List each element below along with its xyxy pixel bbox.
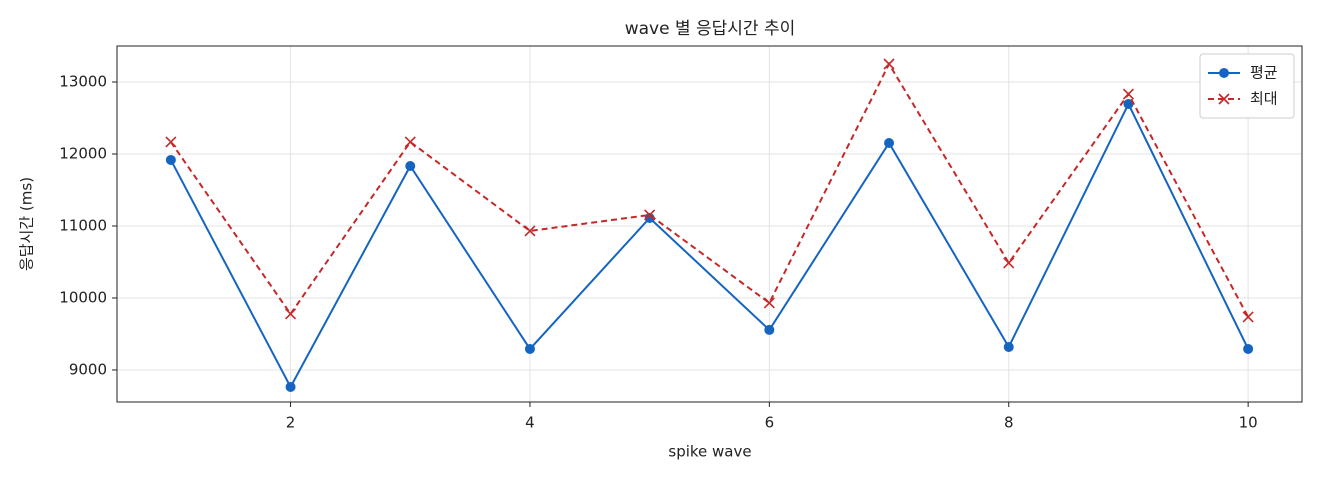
data-point (405, 161, 416, 172)
y-tick-label: 13000 (59, 72, 107, 90)
data-point (285, 381, 296, 392)
data-point (884, 137, 895, 148)
y-tick-label: 9000 (69, 360, 107, 378)
legend-label: 최대 (1250, 90, 1278, 108)
legend-marker (1218, 93, 1230, 105)
y-tick-label: 12000 (59, 144, 107, 162)
data-point (1122, 88, 1135, 100)
data-point (524, 343, 535, 354)
y-tick-label: 11000 (59, 216, 107, 234)
data-point (165, 136, 177, 148)
data-point (165, 154, 176, 165)
data-point (764, 324, 775, 335)
legend-box (1199, 53, 1295, 119)
series-line (170, 61, 1250, 318)
data-point (1123, 99, 1134, 110)
chart-title: wave 별 응답시간 추이 (625, 19, 796, 39)
series-line (169, 101, 1250, 390)
x-tick-label: 6 (765, 414, 775, 432)
data-point (1242, 311, 1254, 323)
data-point (404, 136, 416, 148)
x-tick-label: 2 (286, 414, 296, 432)
y-tick-label: 10000 (59, 288, 107, 306)
x-tick-label: 4 (525, 414, 535, 432)
data-point (644, 209, 656, 221)
data-point (1003, 257, 1015, 269)
x-axis-label: spike wave (668, 443, 751, 461)
y-axis-label: 응답시간 (ms) (18, 177, 36, 271)
data-point (763, 297, 775, 309)
data-point (524, 225, 536, 237)
x-tick-label: 8 (1004, 414, 1014, 432)
data-point (883, 58, 895, 70)
legend-label: 평균 (1250, 64, 1278, 82)
legend-marker (1219, 68, 1229, 78)
data-point (284, 308, 297, 320)
data-point (644, 212, 655, 223)
plot-frame (116, 45, 1303, 403)
data-point (1003, 341, 1014, 352)
x-tick-label: 10 (1239, 414, 1258, 432)
data-point (1243, 343, 1254, 354)
